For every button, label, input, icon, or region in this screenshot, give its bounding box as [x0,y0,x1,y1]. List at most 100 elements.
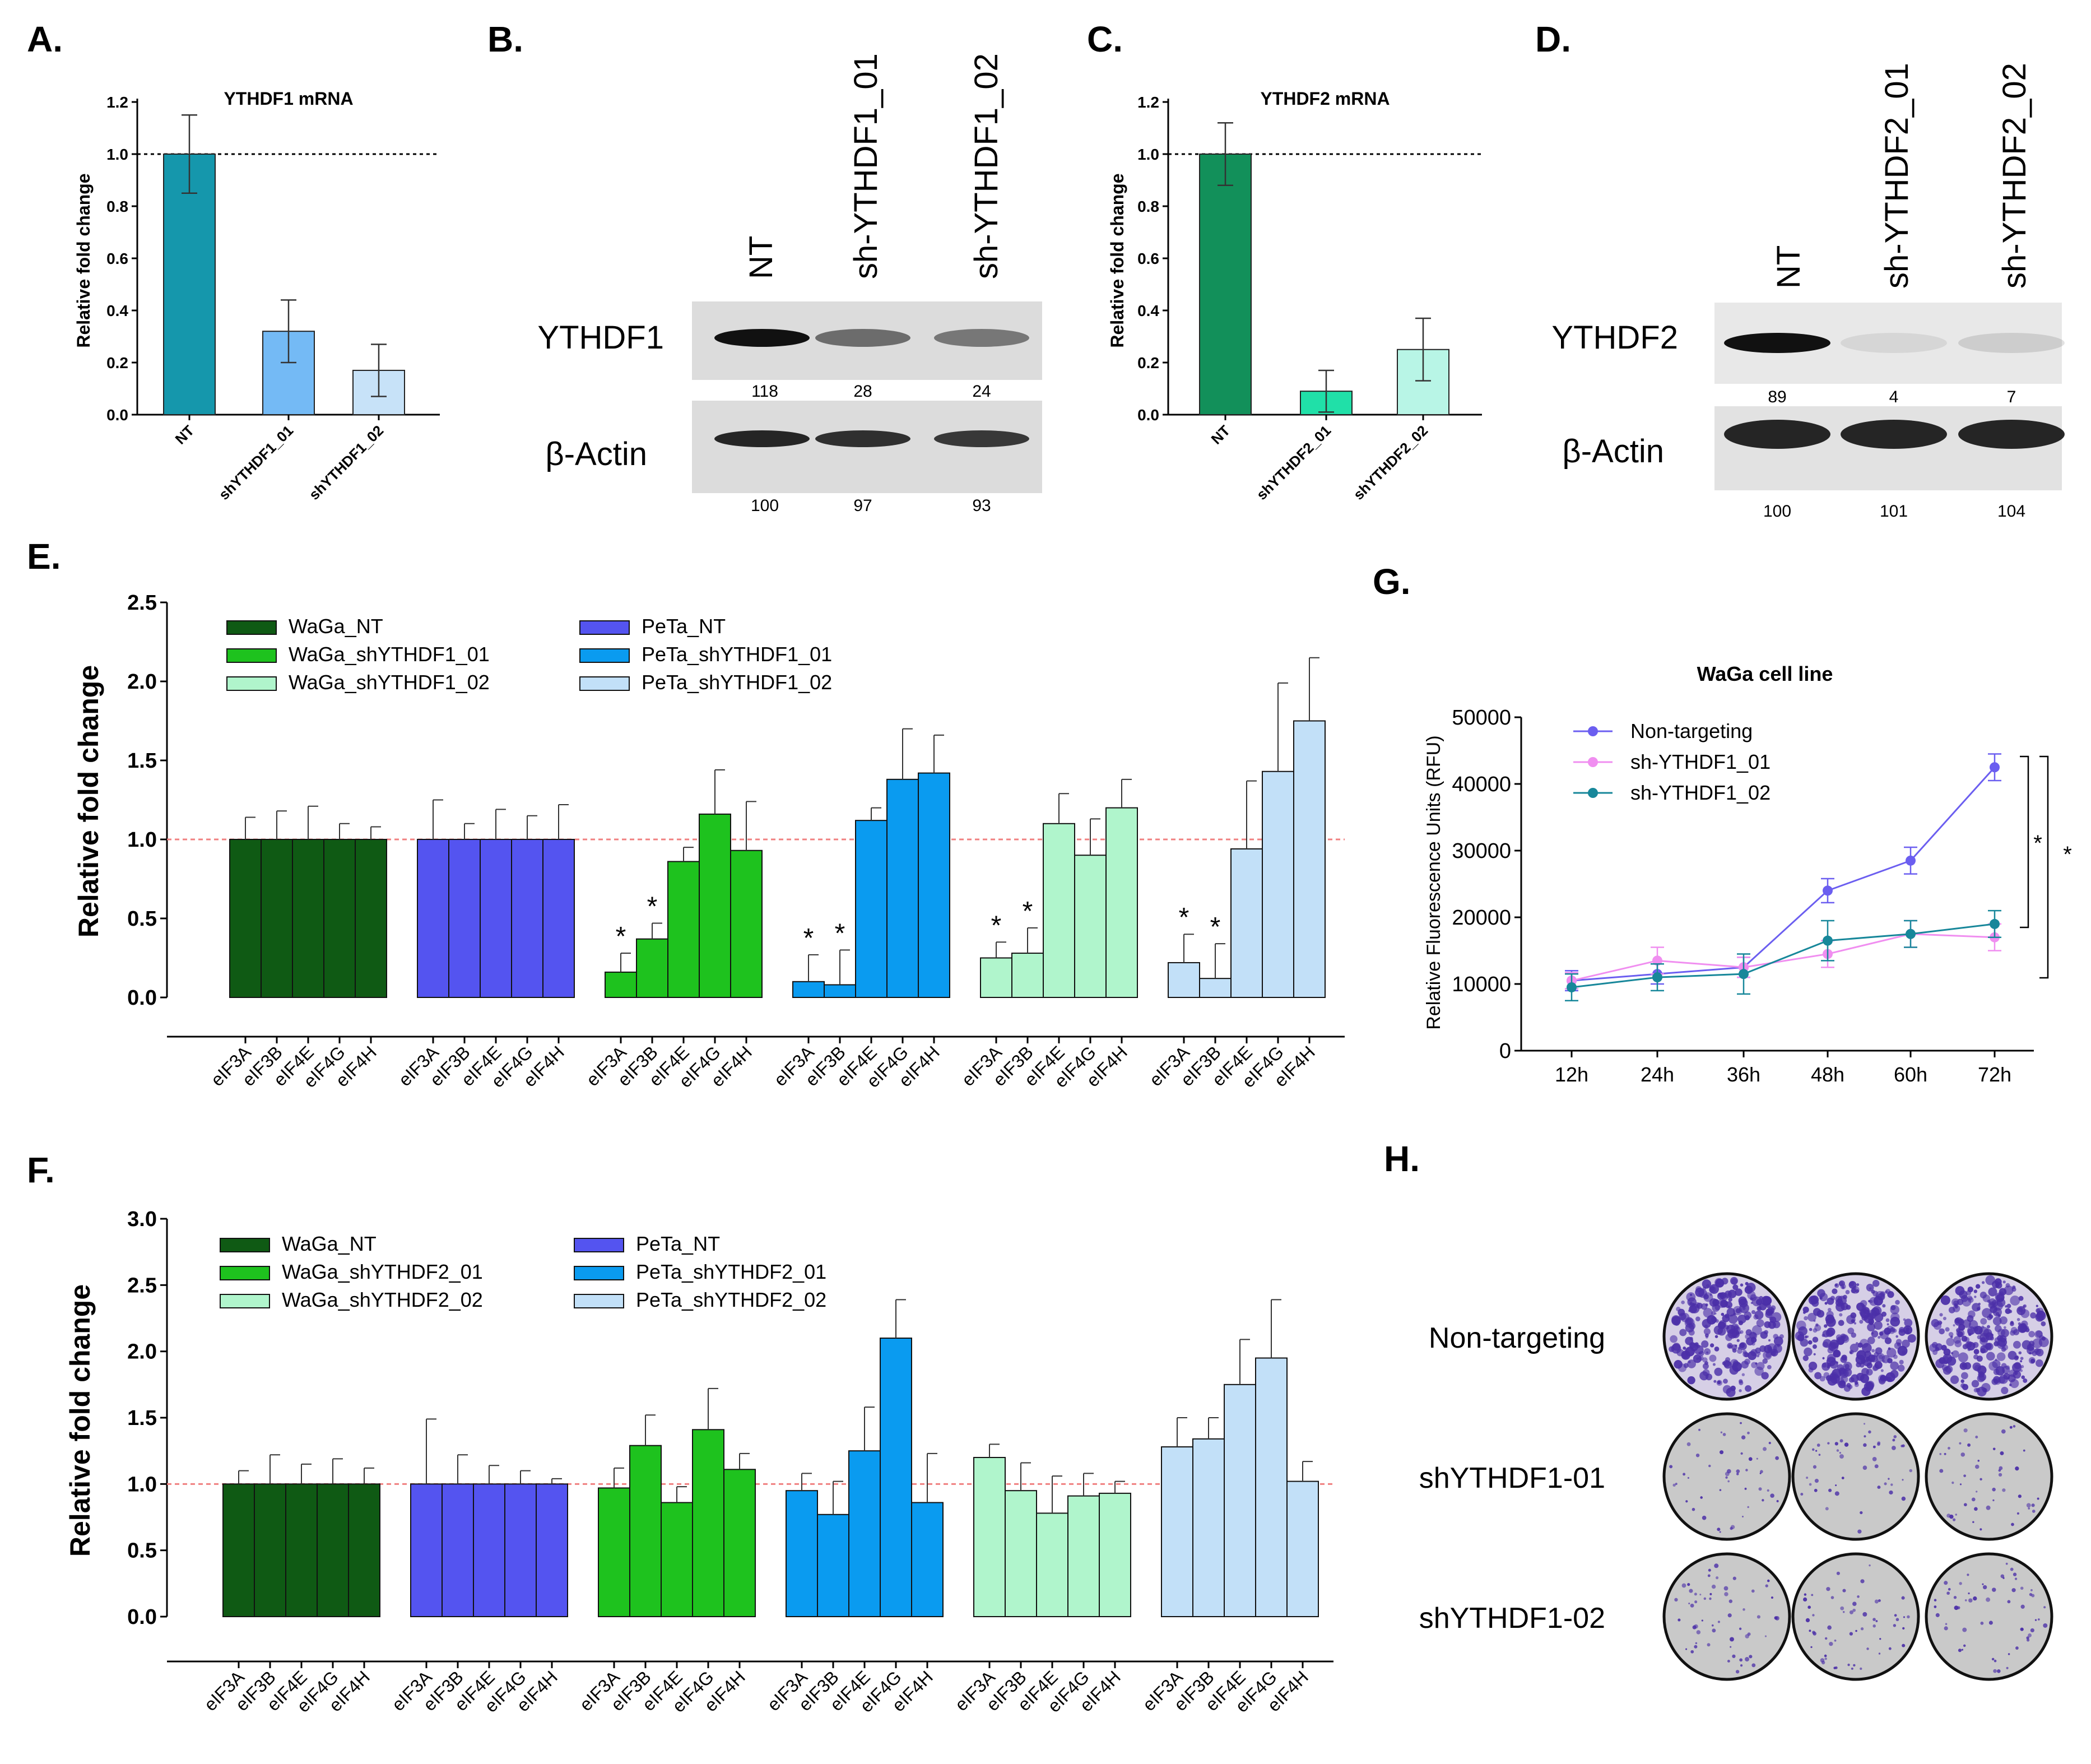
colony [1895,1335,1899,1338]
chart-e-legend-swatch [226,620,277,635]
colony [1868,1309,1878,1319]
colony [1715,1319,1719,1323]
colony [1855,1630,1857,1632]
chart-a-ylabel: Relative fold change [73,173,94,347]
colony [1732,1284,1739,1290]
colony [1698,1428,1700,1431]
chart-g-point [1567,982,1577,992]
colony [1768,1339,1771,1341]
colony [1893,1329,1897,1333]
colony [1814,1372,1822,1380]
colony [1874,1321,1883,1330]
colony [1943,1316,1946,1320]
colony [2006,1303,2011,1308]
colony [1745,1282,1749,1285]
colony [1939,1328,1945,1335]
colony [1878,1336,1881,1339]
chart-e-bar [1293,720,1326,998]
colony [1981,1281,1985,1284]
colony [1767,1364,1772,1370]
colony [1961,1649,1964,1651]
colony [1705,1335,1708,1339]
colony [1950,1335,1953,1339]
colony [1899,1359,1904,1364]
colony [1717,1292,1725,1300]
colony [1690,1603,1694,1608]
chart-f-bar [348,1483,380,1617]
colony [1757,1615,1760,1619]
colony [1773,1334,1779,1339]
colony [1847,1663,1850,1666]
chart-e-ytick-label: 2.0 [127,670,157,694]
colony [1824,1302,1828,1305]
chart-f-bar [536,1483,568,1617]
chart-c-bar [1397,349,1449,415]
chart-a-title: YTHDF1 mRNA [224,89,353,109]
colony [2015,1646,2019,1650]
colony [1946,1356,1957,1366]
colony [1803,1597,1807,1601]
colony [1689,1302,1693,1306]
chart-c: YTHDF2 mRNA Relative fold change 0.0 0.2 0… [1107,89,1482,503]
colony [2011,1287,2016,1292]
colony [2016,1318,2020,1321]
colony [1888,1478,1890,1480]
colony [1992,1316,2002,1326]
colony [1742,1350,1747,1354]
colony [1771,1596,1774,1599]
colony [1687,1477,1689,1479]
colony [1685,1648,1688,1650]
colony [1872,1618,1876,1621]
colony [1834,1639,1837,1642]
colony [2000,1451,2004,1455]
colony [1685,1500,1688,1503]
colony [2020,1604,2025,1609]
colony [1838,1320,1844,1326]
blot-b-lane-3-label: sh-YTHDF1_02 [968,53,1005,279]
colony [2028,1507,2030,1510]
chart-f-bar [473,1483,505,1617]
chart-e-bar [1074,855,1107,998]
chart-f-bar [1005,1490,1037,1618]
chart-f-bar [254,1483,286,1617]
chart-g-legend-label: sh-YTHDF1_01 [1630,750,1771,773]
chart-f-bar [1286,1480,1319,1618]
colony [1841,1477,1844,1479]
chart-e-legend-label: WaGa_shYTHDF1_02 [289,671,490,694]
blot-b-control-label: β-Actin [545,436,647,472]
colony [2018,1307,2023,1312]
colony [2026,1503,2031,1508]
colony [1706,1351,1709,1354]
colony [1878,1652,1881,1655]
colony [1730,1525,1735,1529]
chart-g-legend-label: sh-YTHDF1_02 [1630,781,1771,804]
colony [1739,1389,1742,1392]
chart-g-xtick-label: 60h [1894,1063,1927,1086]
colony [1851,1319,1855,1324]
colony [1824,1658,1827,1660]
colony [1952,1518,1956,1521]
chart-g-sig-bracket [2039,755,2049,979]
colony [1813,1353,1816,1356]
colony [1747,1506,1749,1508]
chart-a-category-label: shYTHDF1_01 [215,422,296,503]
colony [1802,1306,1809,1313]
colony [1968,1592,1970,1595]
chart-a-category-label: shYTHDF1_02 [305,422,387,503]
chart-e-bar [1230,848,1263,999]
chart-g-ytick-label: 10000 [1452,973,1511,996]
colony [1811,1594,1814,1596]
chart-f-ytick-label: 1.5 [127,1406,157,1430]
chart-f-bar [1036,1512,1068,1617]
colony [1887,1291,1894,1298]
colony [1714,1278,1724,1287]
colony [1829,1642,1833,1646]
colony [1991,1658,1995,1661]
colony [1692,1507,1695,1511]
colony [1853,1322,1857,1325]
colony [1997,1314,2001,1317]
blot-b-target-quant-3: 24 [972,382,991,401]
colony [1977,1460,1980,1462]
colony [1709,1354,1717,1362]
colony [1694,1593,1697,1596]
